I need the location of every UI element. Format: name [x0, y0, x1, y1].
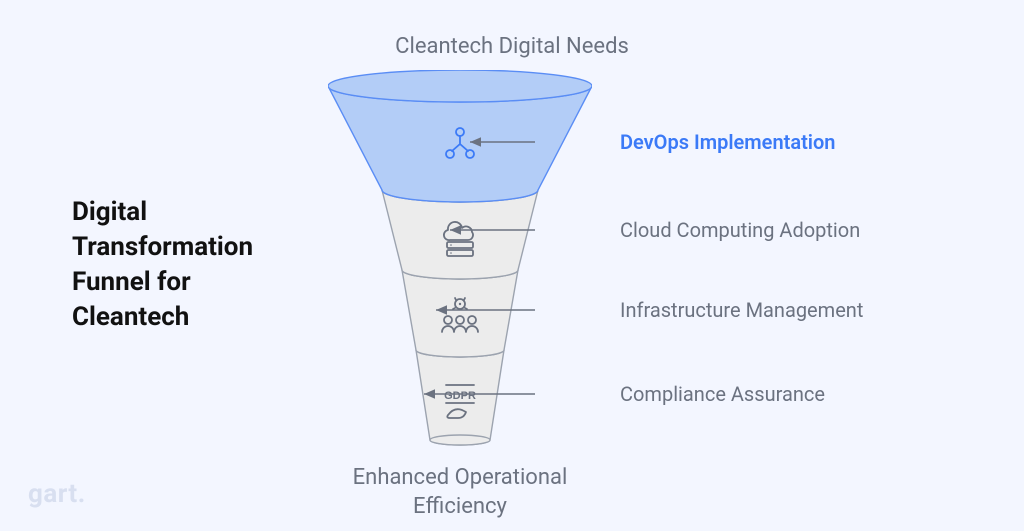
brand-logo: gart. — [28, 479, 86, 509]
funnel-stage-infra — [402, 270, 518, 357]
funnel-input-label: Cleantech Digital Needs — [0, 34, 1024, 59]
svg-text:GDPR: GDPR — [444, 390, 476, 402]
diagram-title: Digital Transformation Funnel for Cleant… — [72, 195, 292, 335]
funnel-graphic: GDPR — [328, 70, 592, 458]
funnel-output-label: Enhanced Operational Efficiency — [330, 464, 590, 521]
stage-label-infra: Infrastructure Management — [620, 298, 863, 322]
diagram-canvas: Digital Transformation Funnel for Cleant… — [0, 0, 1024, 531]
stage-label-cloud: Cloud Computing Adoption — [620, 218, 860, 242]
stage-label-compliance: Compliance Assurance — [620, 382, 825, 406]
stage-label-devops: DevOps Implementation — [620, 130, 835, 154]
funnel-stage-cloud — [382, 190, 538, 279]
